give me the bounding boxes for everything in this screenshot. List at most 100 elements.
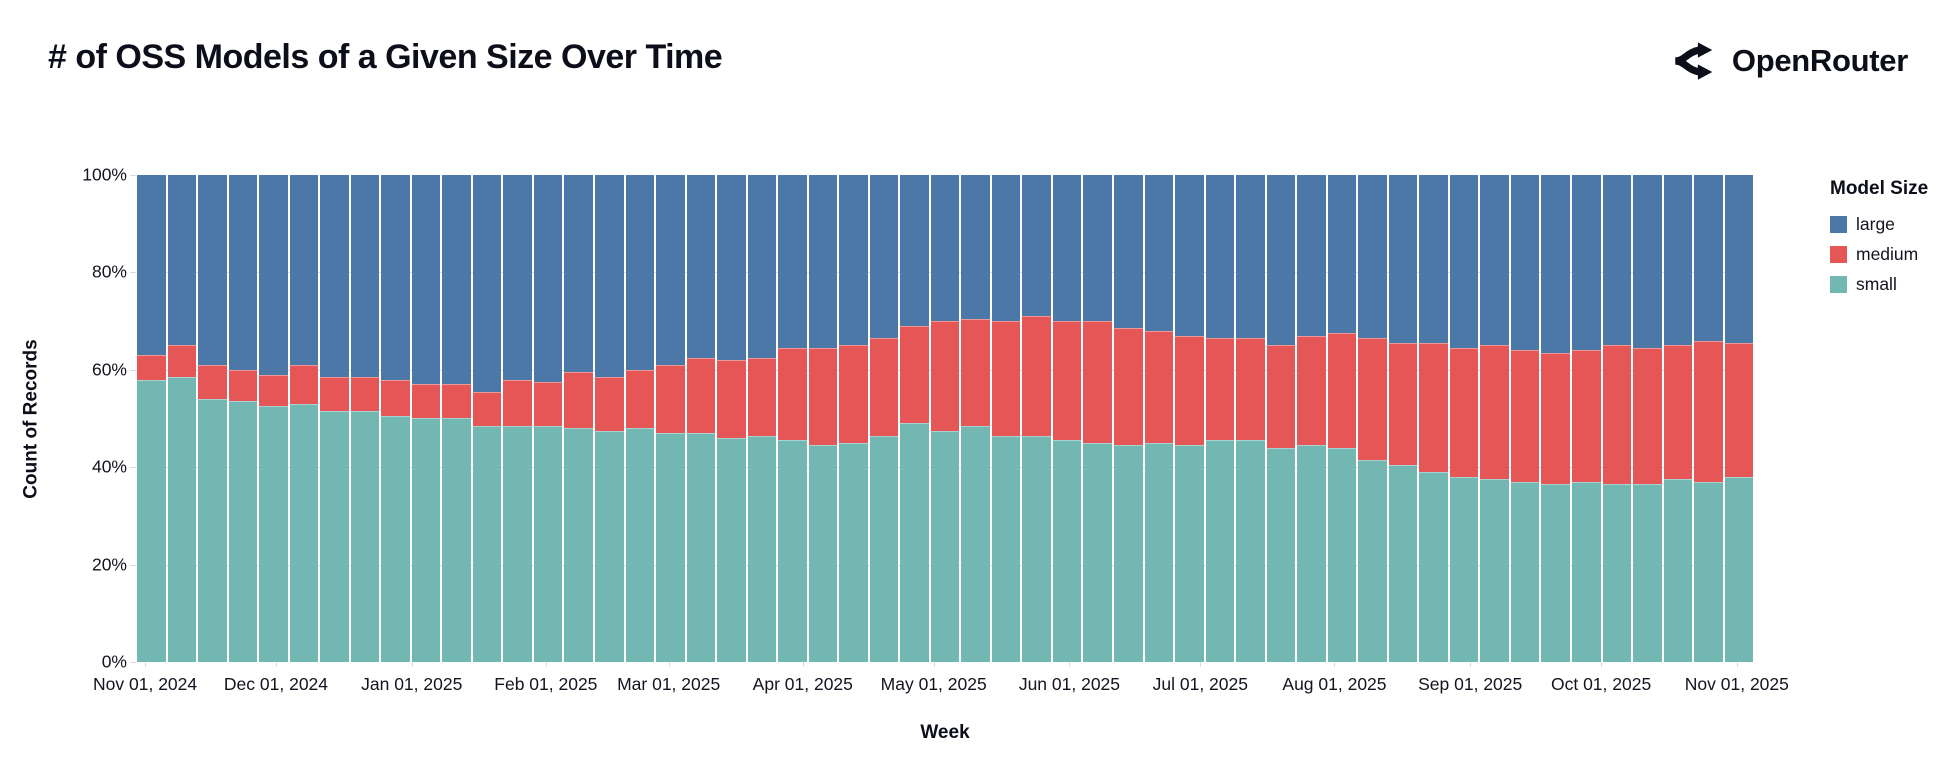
bar-week-2025-04-13 [869,175,899,662]
bar-segment-small [198,399,227,662]
bar-segment-small [1266,447,1296,662]
bar-week-2025-09-28 [1602,175,1632,662]
bar-week-2024-12-08 [320,175,349,662]
bar-week-2025-02-16 [625,175,655,662]
x-tick-label: Jun 01, 2025 [1018,674,1121,694]
bar-week-2025-03-09 [717,175,746,662]
bar-segment-large [930,175,960,322]
x-tick-label: Dec 01, 2024 [223,674,329,694]
legend-swatch-medium [1830,246,1847,263]
y-tick-mark [130,175,136,176]
x-tick-label: Nov 01, 2024 [93,674,198,694]
bar-segment-medium [1541,352,1570,485]
bar-segment-small [1663,479,1693,662]
bar-segment-small [808,445,838,662]
bar-segment-medium [1358,338,1387,460]
bar-segment-large [1175,175,1204,336]
bar-segment-small [1175,445,1204,662]
bar-segment-small [717,437,746,662]
bar-segment-small [1541,484,1570,662]
y-tick-label: 60% [91,359,127,380]
x-axis-title: Week [920,722,970,743]
bar-segment-large [1083,175,1112,322]
bar-segment-large [1114,175,1143,329]
bar-segment-small [381,416,410,662]
bar-segment-large [320,175,349,378]
bar-segment-medium [259,374,288,407]
bar-segment-small [259,406,288,662]
bar-segment-small [1602,484,1632,662]
bar-segment-small [411,418,441,662]
bar-week-2024-11-17 [228,175,258,662]
bar-segment-medium [808,347,838,446]
bar-segment-small [1633,484,1662,662]
bar-week-2025-08-03 [1358,175,1387,662]
bar-week-2025-07-20 [1297,175,1326,662]
y-tick-label: 80% [91,261,127,282]
bar-segment-small [1236,440,1265,662]
bar-segment-large [137,175,166,356]
bar-segment-small [350,411,380,662]
bar-segment-small [900,423,929,662]
bar-segment-large [900,175,929,326]
bar-week-2025-04-20 [900,175,929,662]
bar-segment-medium [320,377,349,412]
bar-segment-medium [1633,347,1662,485]
bar-segment-large [503,175,532,380]
bar-segment-small [1571,481,1601,662]
bar-week-2025-10-12 [1663,175,1693,662]
bar-segment-small [1449,476,1479,662]
bar-segment-medium [381,379,410,417]
bar-segment-small [961,425,990,662]
x-tick-label: Sep 01, 2025 [1418,674,1523,694]
bar-week-2025-05-04 [961,175,990,662]
legend-label: large [1856,214,1895,234]
bar-week-2025-03-23 [778,175,807,662]
plot-area [137,175,1754,662]
bar-week-2024-11-03 [167,175,197,662]
y-axis-title: Count of Records [21,338,43,499]
bar-segment-large [808,175,838,348]
bar-segment-medium [1419,343,1448,473]
y-tick-label: 40% [91,456,127,477]
legend-item-large: large [1830,214,1928,235]
bar-segment-small [1510,481,1540,662]
bar-segment-small [1022,435,1051,662]
bar-segment-medium [1266,345,1296,448]
bar-segment-large [1694,175,1723,341]
bar-segment-medium [1480,345,1509,480]
bar-segment-large [869,175,899,339]
legend-item-small: small [1830,274,1928,295]
bar-segment-large [411,175,441,385]
bar-week-2025-05-11 [991,175,1021,662]
bar-week-2025-03-16 [747,175,777,662]
bar-segment-large [1419,175,1448,343]
bar-segment-small [1694,481,1723,662]
legend-label: small [1856,274,1897,294]
bar-segment-small [1297,445,1326,662]
bar-segment-medium [900,325,929,424]
bar-segment-medium [1694,340,1723,482]
x-tick-mark [411,662,413,667]
page-title: # of OSS Models of a Given Size Over Tim… [48,38,723,76]
bar-week-2025-09-21 [1571,175,1601,662]
bar-segment-small [167,377,197,662]
bar-segment-large [961,175,990,319]
bar-segment-large [991,175,1021,322]
bar-segment-medium [747,357,777,436]
bar-week-2025-06-15 [1144,175,1174,662]
bar-segment-large [1633,175,1662,348]
bar-segment-large [656,175,685,365]
bar-week-2025-06-01 [1083,175,1112,662]
bar-segment-large [594,175,624,378]
bar-week-2025-08-31 [1480,175,1509,662]
bar-segment-medium [472,391,502,426]
bar-segment-large [747,175,777,358]
bar-week-2024-11-24 [259,175,288,662]
bar-segment-medium [533,381,563,426]
bar-segment-small [1358,459,1387,662]
bar-segment-large [1144,175,1174,331]
bar-week-2025-06-29 [1205,175,1235,662]
bar-segment-large [1297,175,1326,336]
